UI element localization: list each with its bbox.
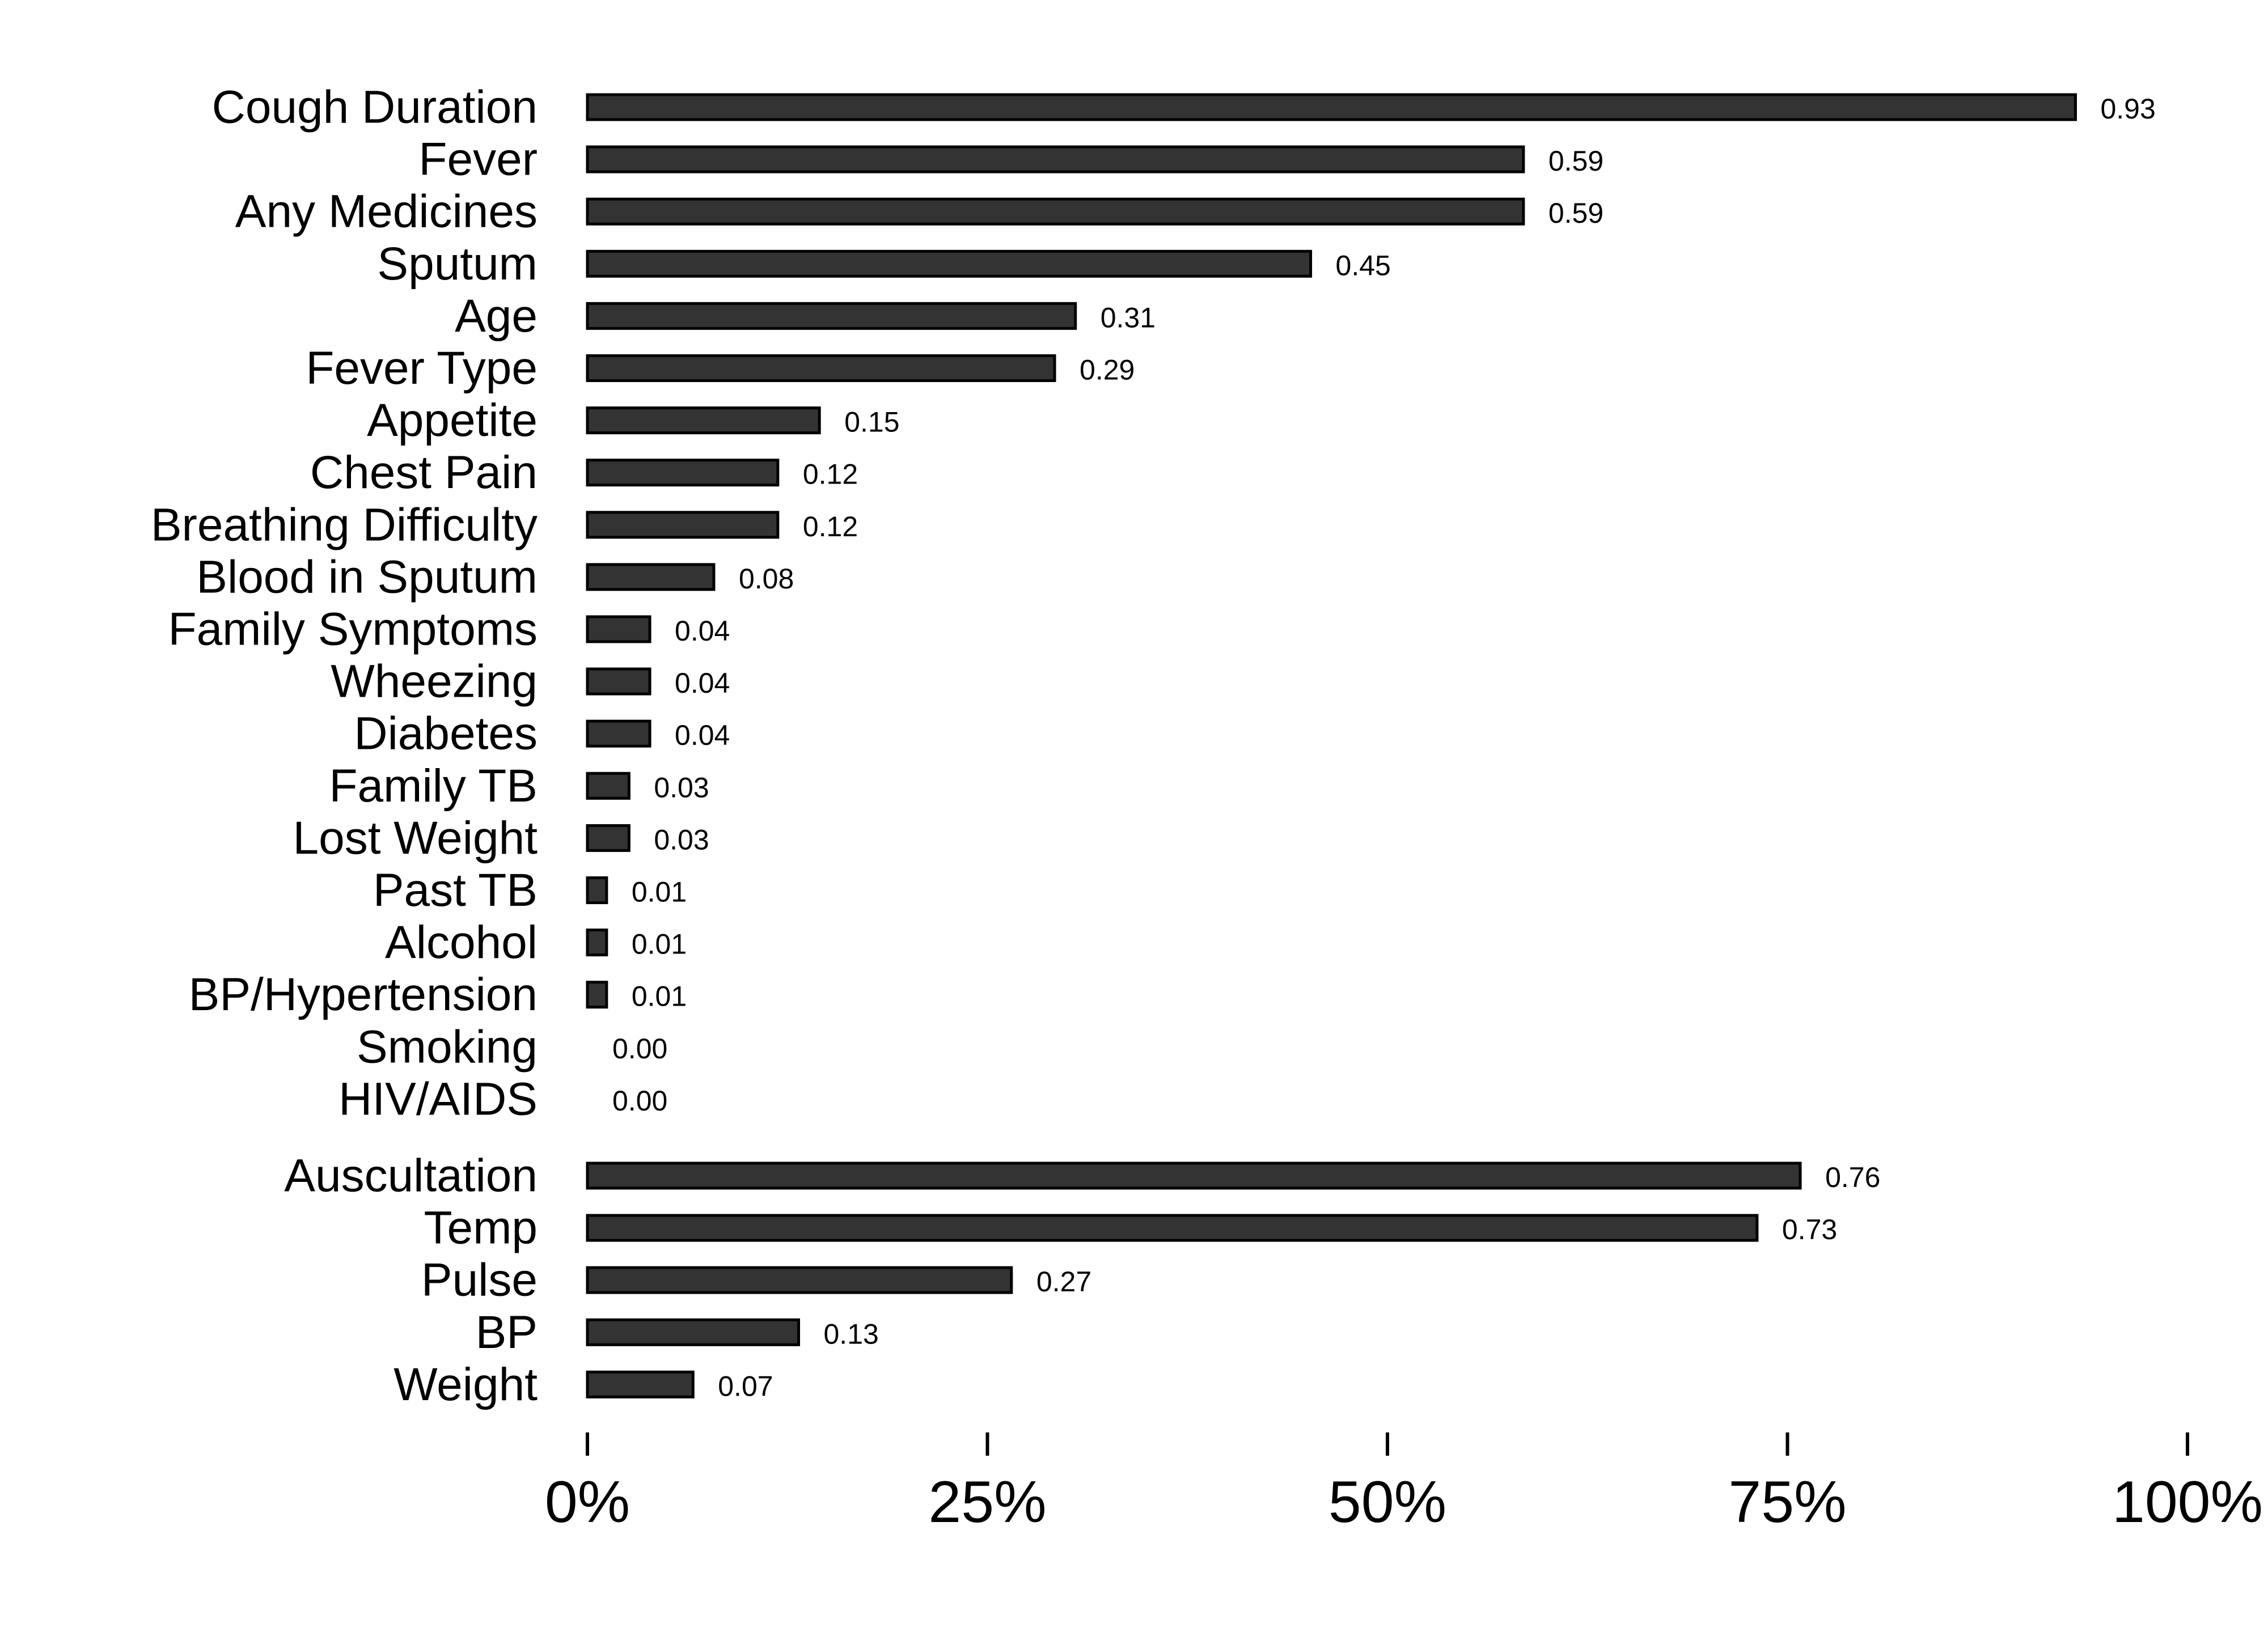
x-tick-label-4: 100% (2112, 1469, 2263, 1535)
value-label-alcohol: 0.01 (632, 929, 687, 960)
bar-family-symptoms (586, 615, 651, 643)
category-label-wheezing: Wheezing (331, 656, 538, 707)
bar-any-medicines (586, 197, 1525, 226)
labels-layer: Cough Duration 0.93 Fever 0.59 Any Medicines… (151, 82, 2156, 1410)
bar-pulse (586, 1266, 1013, 1294)
category-label-family-symptoms: Family Symptoms (168, 604, 538, 655)
x-tick-label-1: 25% (928, 1469, 1046, 1535)
bar-age (586, 302, 1077, 330)
category-label-cough-duration: Cough Duration (212, 82, 538, 133)
value-label-any-medicines: 0.59 (1548, 197, 1603, 229)
value-label-smoking: 0.00 (612, 1033, 667, 1065)
bar-sputum (586, 249, 1313, 278)
value-label-family-symptoms: 0.04 (675, 615, 730, 647)
value-label-bp-hypertension: 0.01 (632, 981, 687, 1012)
value-label-auscultation: 0.76 (1825, 1161, 1880, 1193)
value-label-lost-weight: 0.03 (654, 824, 709, 855)
bar-breathing-difficulty (586, 511, 780, 539)
bar-bp (586, 1318, 801, 1346)
x-tick-label-2: 50% (1328, 1469, 1446, 1535)
category-label-appetite: Appetite (367, 395, 538, 446)
bar-appetite (586, 406, 821, 435)
category-label-pulse: Pulse (421, 1254, 538, 1306)
bar-temp (586, 1214, 1759, 1242)
bar-wheezing (586, 667, 651, 696)
bar-blood-in-sputum (586, 563, 716, 591)
bar-past-tb (586, 876, 608, 904)
value-label-temp: 0.73 (1782, 1214, 1837, 1245)
category-label-blood-in-sputum: Blood in Sputum (196, 551, 538, 603)
value-label-breathing-difficulty: 0.12 (803, 511, 858, 542)
x-tick-label-0: 0% (545, 1469, 630, 1535)
value-label-pulse: 0.27 (1036, 1266, 1091, 1298)
value-label-sputum: 0.45 (1336, 249, 1391, 281)
x-axis: 0% 25% 50% 75% 100% (545, 1432, 2263, 1535)
bar-weight (586, 1370, 695, 1398)
bar-cough-duration (586, 93, 2077, 121)
category-label-family-tb: Family TB (329, 760, 538, 812)
category-label-breathing-difficulty: Breathing Difficulty (151, 499, 538, 550)
category-label-age: Age (455, 290, 538, 342)
category-label-smoking: Smoking (357, 1021, 538, 1073)
category-label-diabetes: Diabetes (354, 708, 538, 760)
category-label-past-tb: Past TB (373, 864, 538, 916)
category-label-lost-weight: Lost Weight (293, 812, 538, 864)
value-label-appetite: 0.15 (844, 406, 899, 438)
value-label-fever-type: 0.29 (1080, 354, 1135, 386)
value-label-family-tb: 0.03 (654, 771, 709, 803)
bar-bp-hypertension (586, 981, 608, 1009)
value-label-blood-in-sputum: 0.08 (739, 563, 794, 595)
category-label-bp-hypertension: BP/Hypertension (189, 969, 538, 1020)
bar-diabetes (586, 719, 651, 748)
category-label-hiv-aids: HIV/AIDS (338, 1073, 538, 1125)
category-label-weight: Weight (393, 1359, 538, 1410)
value-label-diabetes: 0.04 (675, 719, 730, 751)
bars-layer (586, 93, 2077, 1398)
value-label-hiv-aids: 0.00 (612, 1085, 667, 1117)
bar-lost-weight (586, 824, 631, 852)
bar-chest-pain (586, 459, 780, 487)
value-label-weight: 0.07 (718, 1370, 773, 1402)
value-label-past-tb: 0.01 (632, 876, 687, 908)
category-label-sputum: Sputum (377, 238, 538, 290)
bar-alcohol (586, 929, 608, 957)
value-label-wheezing: 0.04 (675, 667, 730, 699)
category-label-temp: Temp (424, 1202, 538, 1254)
value-label-fever: 0.59 (1548, 145, 1603, 177)
value-label-age: 0.31 (1101, 302, 1156, 333)
category-label-auscultation: Auscultation (284, 1150, 538, 1202)
category-label-bp: BP (476, 1307, 538, 1358)
value-label-chest-pain: 0.12 (803, 459, 858, 490)
bar-fever (586, 145, 1525, 173)
bar-auscultation (586, 1161, 1802, 1190)
value-label-cough-duration: 0.93 (2100, 93, 2155, 125)
category-label-chest-pain: Chest Pain (310, 447, 538, 498)
bar-fever-type (586, 354, 1056, 382)
bar-family-tb (586, 771, 631, 800)
x-tick-label-3: 75% (1728, 1469, 1846, 1535)
category-label-any-medicines: Any Medicines (235, 186, 538, 238)
category-label-fever: Fever (418, 134, 538, 185)
category-label-alcohol: Alcohol (385, 917, 538, 968)
value-label-bp: 0.13 (824, 1318, 879, 1350)
category-label-fever-type: Fever Type (306, 342, 538, 394)
